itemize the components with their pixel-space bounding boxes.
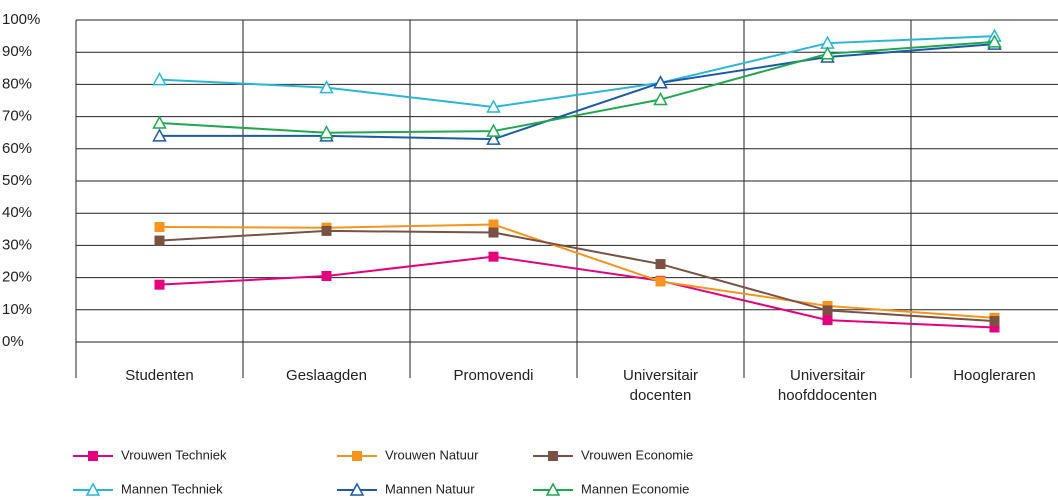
data-point <box>655 259 666 270</box>
series-line <box>159 223 995 319</box>
x-tick-label: Universitair docenten <box>622 367 698 404</box>
data-point <box>152 115 167 129</box>
y-tick-label: 10% <box>2 301 32 318</box>
y-tick-label: 70% <box>2 108 32 125</box>
data-point <box>653 75 668 89</box>
data-point <box>321 270 332 281</box>
y-tick-label: 40% <box>2 204 32 221</box>
data-point <box>987 34 1002 48</box>
data-point <box>488 227 499 238</box>
x-tick-label: Studenten <box>125 367 194 384</box>
data-point <box>822 305 833 316</box>
data-point <box>486 131 501 145</box>
x-tick-label: Geslaagden <box>286 367 367 384</box>
data-point <box>319 80 334 94</box>
data-point <box>154 279 165 290</box>
y-tick-label: 20% <box>2 269 32 286</box>
legend-label: Vrouwen Techniek <box>121 447 227 462</box>
x-tick-label: Universitair hoofddocenten <box>777 367 878 404</box>
legend-marker <box>352 451 362 461</box>
data-point <box>319 125 334 139</box>
legend-marker <box>88 451 98 461</box>
data-point <box>820 46 835 60</box>
data-point <box>488 219 499 230</box>
series-line <box>159 35 995 108</box>
data-point <box>653 91 668 106</box>
data-point <box>486 123 501 137</box>
legend-label: Mannen Techniek <box>121 481 223 496</box>
data-point <box>152 128 167 142</box>
y-tick-label: 90% <box>2 43 32 60</box>
data-point <box>822 315 833 326</box>
data-point <box>655 276 666 287</box>
series-line <box>159 40 995 134</box>
data-point <box>154 235 165 246</box>
y-tick-label: 30% <box>2 236 32 253</box>
legend-marker <box>545 482 561 496</box>
x-tick-label: Hoogleraren <box>953 367 1036 384</box>
data-point <box>321 225 332 236</box>
data-point <box>154 222 165 233</box>
series-line <box>159 43 995 141</box>
series-line <box>159 229 995 323</box>
y-tick-label: 100% <box>2 11 40 28</box>
legend-label: Vrouwen Economie <box>581 447 693 462</box>
legend-label: Mannen Natuur <box>385 481 475 496</box>
data-point <box>989 316 1000 327</box>
series-line <box>159 255 995 329</box>
legend-marker <box>349 482 365 496</box>
x-tick-label: Promovendi <box>453 367 534 384</box>
y-tick-label: 80% <box>2 75 32 92</box>
legend-label: Vrouwen Natuur <box>385 447 479 462</box>
y-tick-label: 50% <box>2 172 32 189</box>
data-point <box>486 99 501 113</box>
y-tick-label: 60% <box>2 140 32 157</box>
data-point <box>152 72 167 86</box>
data-point <box>488 251 499 262</box>
legend-label: Mannen Economie <box>581 481 689 496</box>
legend-marker <box>548 451 558 461</box>
y-tick-label: 0% <box>2 333 24 350</box>
data-point <box>989 322 1000 333</box>
legend-marker <box>85 482 101 496</box>
